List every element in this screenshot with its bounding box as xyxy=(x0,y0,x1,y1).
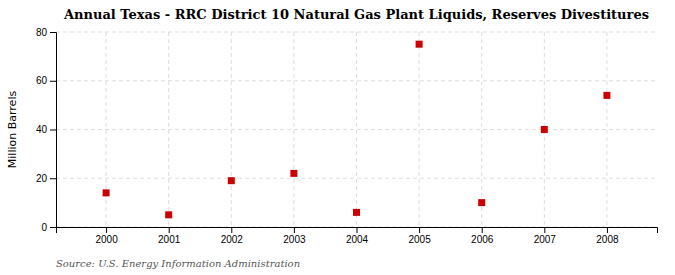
y-axis-tick: 0 xyxy=(41,222,56,233)
x-axis-tick-mark xyxy=(482,227,483,233)
point xyxy=(103,189,110,196)
point xyxy=(541,126,548,133)
point xyxy=(603,92,610,99)
grid-line-y xyxy=(56,178,657,179)
title: Annual Texas - RRC District 10 Natural G… xyxy=(63,7,649,22)
y-axis-tick: 20 xyxy=(36,173,56,184)
y-axis-tick-label: 80 xyxy=(36,27,48,38)
x-axis-line xyxy=(57,228,658,234)
y-axis-tick: 60 xyxy=(36,75,56,86)
x-axis-tick: 2000 xyxy=(95,227,118,245)
x-axis-tick-mark xyxy=(294,227,295,233)
y-axis-line xyxy=(50,33,57,228)
x-axis-tick-label: 2006 xyxy=(471,234,494,245)
x-axis-tick-label: 2007 xyxy=(534,234,557,245)
x-axis-tick: 2004 xyxy=(346,227,369,245)
x-axis-tick-label: 2002 xyxy=(221,234,244,245)
x-axis-tick: 2005 xyxy=(408,227,431,245)
x-axis-tick-label: 2003 xyxy=(283,234,306,245)
y-axis-tick-mark xyxy=(50,227,56,228)
y-axis-tick: 40 xyxy=(36,124,56,135)
x-axis-tick: 2002 xyxy=(221,227,244,245)
grid-line-x xyxy=(106,32,107,227)
chart: 2000 2001 2002 2003 2004 2005 2006 2007 2008 0 20 4… xyxy=(0,0,675,275)
x-axis-tick-mark xyxy=(169,227,170,233)
y-axis-title: Million Barrels xyxy=(6,91,19,169)
x-axis-tick-label: 2005 xyxy=(408,234,431,245)
grid-line-x xyxy=(481,32,482,227)
y-axis: 0 20 40 60 80 xyxy=(36,27,57,233)
point xyxy=(228,177,235,184)
x-axis-tick-mark xyxy=(419,227,420,233)
x-axis-tick-mark xyxy=(607,227,608,233)
x-axis-tick-mark xyxy=(231,227,232,233)
point xyxy=(416,41,423,48)
x-axis: 2000 2001 2002 2003 2004 2005 2006 2007 2008 xyxy=(57,227,658,245)
x-axis-tick-label: 2000 xyxy=(95,234,118,245)
x-axis-tick: 2003 xyxy=(283,227,306,245)
x-axis-tick: 2001 xyxy=(158,227,181,245)
y-axis-tick-label: 0 xyxy=(41,222,47,233)
y-axis-tick-mark xyxy=(50,81,56,82)
source-note: Source: U.S. Energy Information Administ… xyxy=(56,258,300,269)
x-axis-tick: 2006 xyxy=(471,227,494,245)
grid-line-y xyxy=(56,129,657,130)
y-axis-tick-mark xyxy=(50,32,56,33)
x-axis-tick: 2007 xyxy=(534,227,557,245)
y-axis-tick-mark xyxy=(50,178,56,179)
y-axis-tick: 80 xyxy=(36,27,56,38)
x-axis-tick-mark xyxy=(106,227,107,233)
point xyxy=(290,170,297,177)
grid-line-x xyxy=(419,32,420,227)
y-axis-tick-mark xyxy=(50,130,56,131)
point xyxy=(165,211,172,218)
y-axis-tick-label: 60 xyxy=(36,75,48,86)
y-axis-tick-label: 40 xyxy=(36,124,48,135)
grid-line-x xyxy=(606,32,607,227)
x-axis-tick-label: 2004 xyxy=(346,234,369,245)
x-axis-tick-label: 2008 xyxy=(596,234,619,245)
x-axis-tick-mark xyxy=(544,227,545,233)
grid xyxy=(56,32,657,227)
plot: 2000 2001 2002 2003 2004 2005 2006 2007 2008 0 20 4… xyxy=(36,27,658,245)
points xyxy=(103,41,611,219)
point xyxy=(353,209,360,216)
x-axis-tick-label: 2001 xyxy=(158,234,181,245)
x-axis-tick: 2008 xyxy=(596,227,619,245)
grid-line-x xyxy=(356,32,357,227)
grid-line-x xyxy=(293,32,294,227)
grid-line-x xyxy=(231,32,232,227)
y-axis-tick-label: 20 xyxy=(36,173,48,184)
point xyxy=(478,199,485,206)
x-axis-tick-mark xyxy=(357,227,358,233)
grid-line-x xyxy=(168,32,169,227)
